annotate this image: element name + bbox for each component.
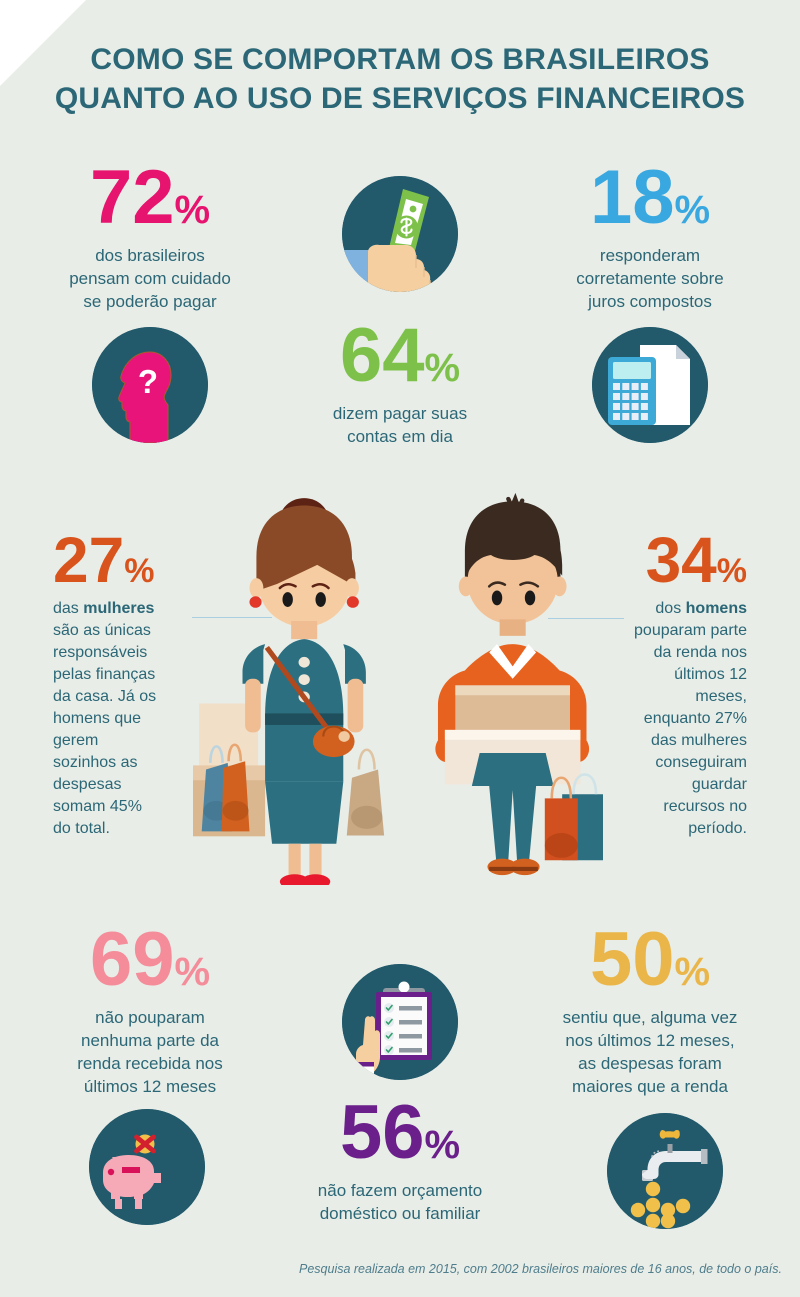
svg-text:?: ?	[138, 363, 158, 400]
